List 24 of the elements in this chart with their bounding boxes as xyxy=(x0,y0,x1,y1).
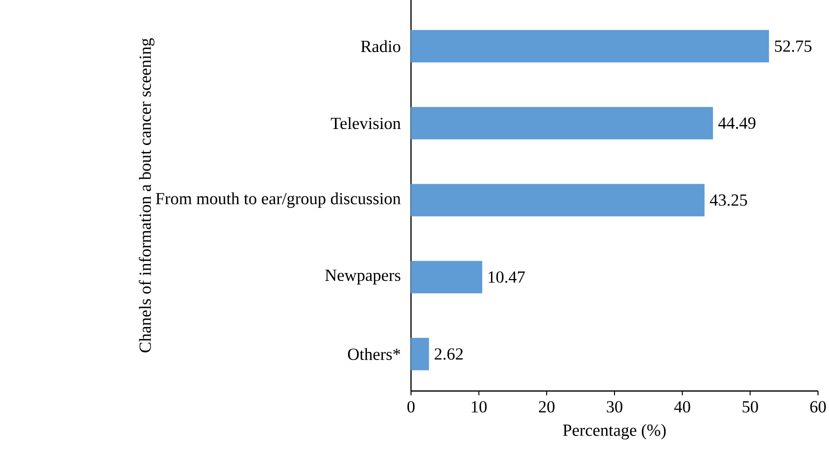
bar xyxy=(410,184,705,216)
x-tick-label: 40 xyxy=(674,401,690,413)
y-tick-label: Television xyxy=(330,117,401,130)
data-label: 10.47 xyxy=(488,271,525,283)
bar xyxy=(410,30,770,62)
data-label: 43.25 xyxy=(710,194,748,206)
y-tick-label: Radio xyxy=(360,40,400,52)
bar xyxy=(410,260,482,294)
y-tick-label: From mouth to ear/group discussion xyxy=(156,192,401,208)
x-tick-label: 30 xyxy=(606,401,622,413)
x-tick-label: 60 xyxy=(810,401,826,413)
x-tick-label: 0 xyxy=(407,401,415,413)
y-axis-title: Chanels of information a bout cancer sceening xyxy=(138,38,154,352)
x-axis-title: Percentage (%) xyxy=(563,424,666,440)
x-tick-label: 20 xyxy=(538,401,554,413)
bar xyxy=(410,338,429,370)
y-tick-label: Newpapers xyxy=(325,270,400,284)
data-label: 52.75 xyxy=(775,40,812,52)
bar xyxy=(410,106,713,140)
x-tick-label: 10 xyxy=(472,401,487,413)
y-tick-label: Others* xyxy=(348,348,400,360)
data-label: 44.49 xyxy=(718,117,756,129)
data-label: 2.62 xyxy=(434,348,463,360)
x-tick-label: 50 xyxy=(742,401,758,413)
